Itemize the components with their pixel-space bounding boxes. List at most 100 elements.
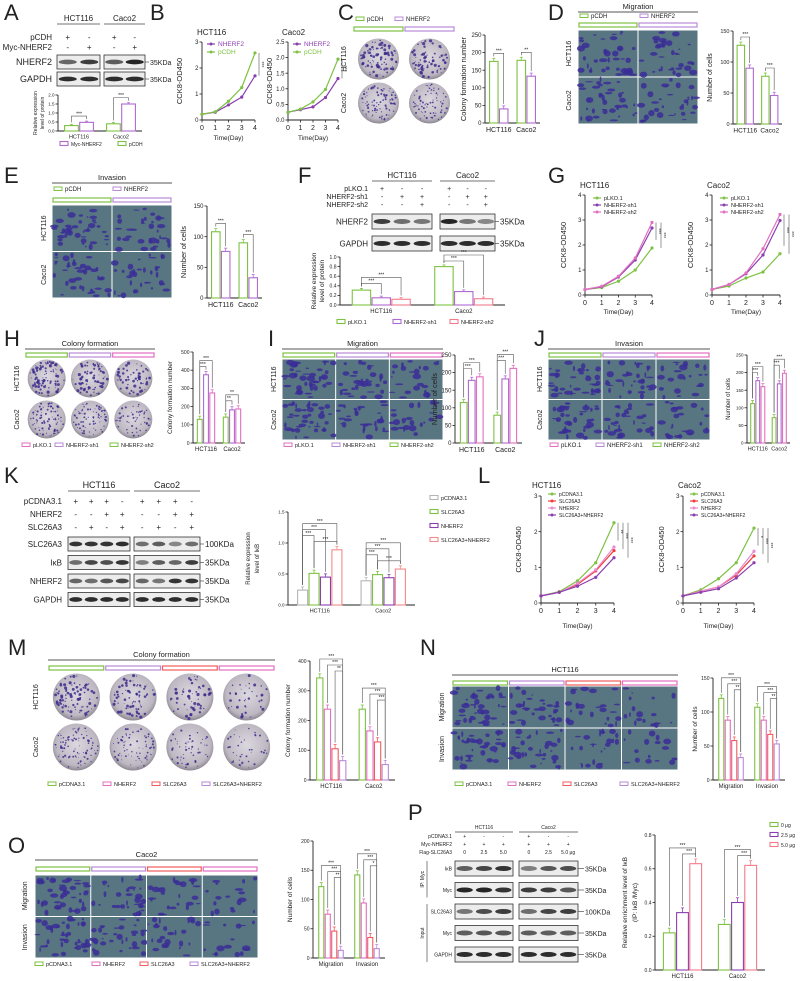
colony-dot [380,41,384,45]
colony-dot [146,756,148,758]
colony-dot [126,361,131,365]
colony-dot [137,411,140,413]
stained-cell [155,922,158,928]
micrograph-image [622,686,678,728]
y-tick-label: 2 [676,530,680,536]
colony-dot [199,687,201,689]
colony-dot [36,422,38,424]
y-tick-label: 2 [705,243,709,249]
colony-dot [437,118,440,120]
x-tick-label: 0 [710,300,714,307]
bar-SLC26A3+NHERF2 [373,948,380,959]
colony-dot [60,694,64,698]
stained-cell [80,906,87,912]
significance-label: *** [660,232,666,238]
colony-dish-image [166,723,214,771]
colony-dot [57,388,60,391]
bar-NHERF2-sh1 [453,291,474,306]
data-point [575,581,580,585]
stained-cell [402,425,411,431]
stained-cell [293,414,300,417]
stained-cell [677,373,685,380]
legend-swatch [331,442,341,447]
colony-dot [97,745,99,747]
stained-cell [467,737,470,744]
stained-cell [485,695,491,700]
stained-cell [601,94,605,102]
stained-cell [360,395,368,399]
stained-cell [148,223,155,229]
significance-label: *** [755,362,761,368]
colony-dot [443,55,445,57]
colony-dot [188,737,191,740]
stained-cell [614,104,622,109]
colony-dot [371,41,374,43]
y-tick-label: 100 [701,710,710,716]
colony-dot [413,94,416,96]
colony-dot [139,760,141,761]
stained-cell [57,235,66,239]
stained-cell [150,287,154,290]
stained-cell [54,256,59,259]
stained-cell [637,379,645,384]
colony-dot [243,692,246,695]
colony-dot [132,700,135,703]
x-tick-label: 4 [612,608,616,615]
data-point [600,284,604,288]
colony-dot [430,89,433,91]
y-tick-label: 1 [195,92,199,98]
colony-dot [86,757,89,760]
colony-dot [54,368,56,370]
stained-cell [308,381,313,387]
data-point [594,561,598,565]
colony-dot [433,114,436,117]
stained-cell [616,45,624,52]
protein-band [520,865,537,872]
colony-dot [67,738,70,741]
colony-dot [130,764,132,766]
legend-label: NHERF2 [441,524,463,530]
colony-dot [368,48,372,51]
colony-dot [180,756,182,758]
data-point [744,276,748,280]
stained-cell [241,945,251,951]
legend-swatch [429,522,439,529]
stained-cell [670,406,678,413]
stained-cell [661,746,670,750]
stained-cell [613,424,617,426]
colony-dot [127,707,129,709]
stained-cell [99,925,106,928]
significance-label: * [757,536,763,538]
stained-cell [579,412,584,416]
stained-cell [67,261,70,267]
colony-dot [440,54,443,58]
colony-dot [232,751,234,754]
y-axis-label: Number of cells [692,706,699,752]
protein-band [495,887,512,893]
colony-dot [55,688,58,691]
colony-dot [89,408,92,411]
protein-band [125,76,144,82]
significance-bracket [243,234,254,273]
colony-dot [82,425,85,428]
stained-cell [697,382,704,387]
condition-value: 2.5 [481,850,488,856]
legend-swatch [117,140,127,147]
legend-swatch [109,442,119,447]
colony-dot [72,703,75,707]
colony-dot [73,737,76,740]
y-tick-label: 150 [720,29,729,35]
stained-cell [618,92,623,98]
colony-dot [45,362,47,364]
stained-cell [691,392,700,397]
colony-dot [190,706,193,709]
colony-dot [29,372,31,374]
significance-label: *** [465,364,471,370]
stained-cell [516,719,524,721]
stained-cell [495,685,501,691]
colony-dot [139,382,143,385]
